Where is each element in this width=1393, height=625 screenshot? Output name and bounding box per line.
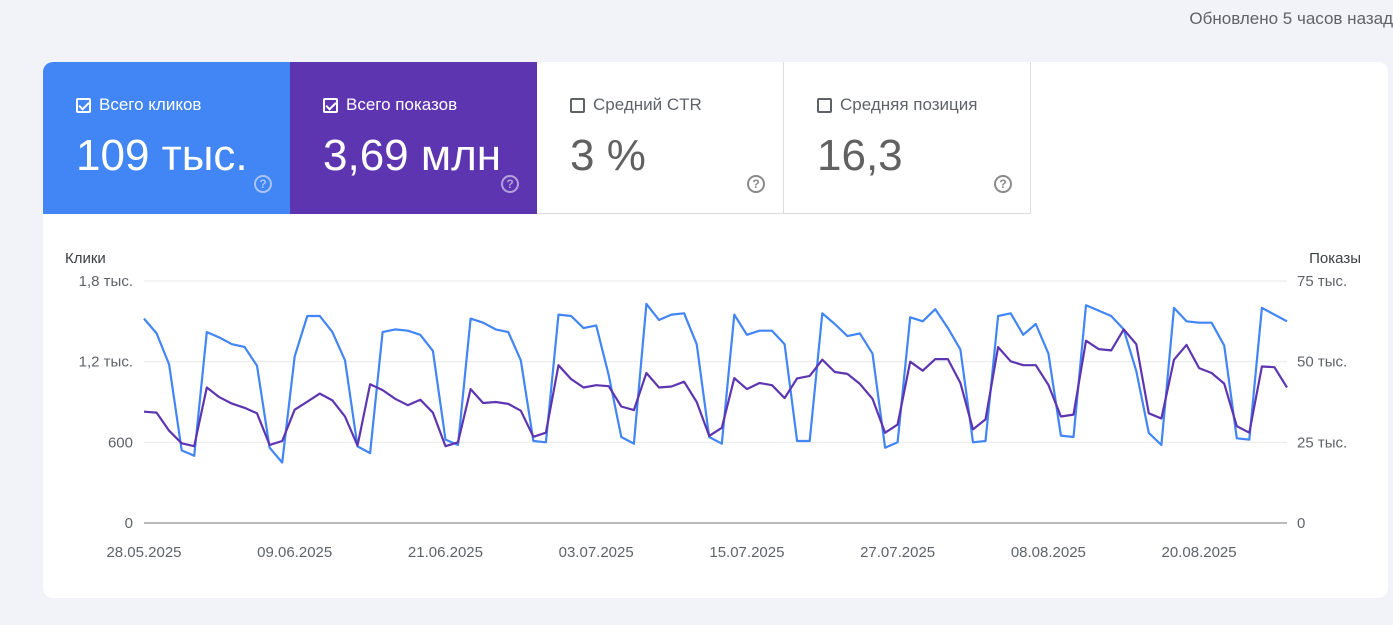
help-icon[interactable]: ? [747,175,765,193]
x-tick-label: 27.07.2025 [860,544,935,561]
y-tick-right: 25 тыс. [1297,434,1347,451]
x-tick-label: 03.07.2025 [559,544,634,561]
y-tick-right: 75 тыс. [1297,273,1347,290]
y-axis-left-title: Клики [65,250,106,267]
help-icon[interactable]: ? [254,175,272,193]
tile-average-position[interactable]: Средняя позиция 16,3 ? [784,62,1031,214]
performance-card: Всего кликов 109 тыс. ? Всего показов 3,… [43,62,1388,598]
y-tick-right: 50 тыс. [1297,354,1347,371]
x-tick-label: 08.08.2025 [1011,544,1086,561]
checkbox-checked-icon[interactable] [323,97,338,113]
metric-tiles: Всего кликов 109 тыс. ? Всего показов 3,… [43,62,1031,214]
checkbox-unchecked-icon[interactable] [570,97,585,113]
y-tick-left: 600 [108,434,133,451]
tile-value: 3,69 млн [323,131,502,180]
x-tick-label: 28.05.2025 [106,544,181,561]
tile-total-clicks[interactable]: Всего кликов 109 тыс. ? [43,62,290,214]
updated-status: Обновлено 5 часов назад [1189,9,1393,28]
tile-label: Средняя позиция [840,95,978,114]
checkbox-unchecked-icon[interactable] [817,97,832,113]
tile-average-ctr[interactable]: Средний CTR 3 % ? [537,62,784,214]
tile-label: Средний CTR [593,95,702,114]
x-tick-label: 21.06.2025 [408,544,483,561]
tile-value: 16,3 [817,131,903,180]
y-tick-left: 1,2 тыс. [79,354,133,371]
tile-label: Всего показов [346,95,458,114]
y-tick-right: 0 [1297,515,1305,532]
x-tick-label: 15.07.2025 [709,544,784,561]
checkbox-checked-icon[interactable] [76,97,91,113]
tile-value: 109 тыс. [76,131,248,180]
y-tick-left: 0 [125,515,133,532]
series-line-clicks [143,302,1288,464]
tile-total-impressions[interactable]: Всего показов 3,69 млн ? [290,62,537,214]
x-tick-label: 09.06.2025 [257,544,332,561]
y-axis-right-title: Показы [1309,250,1361,267]
performance-chart[interactable]: Клики Показы 0 600 1,2 тыс. 1,8 тыс. 0 25 тыс. 5… [43,62,1388,598]
tile-label: Всего кликов [99,95,202,114]
tile-value: 3 % [570,131,646,180]
help-icon[interactable]: ? [501,175,519,193]
y-tick-left: 1,8 тыс. [79,273,133,290]
help-icon[interactable]: ? [994,175,1012,193]
series-line-impressions [143,328,1288,448]
x-tick-label: 20.08.2025 [1162,544,1237,561]
